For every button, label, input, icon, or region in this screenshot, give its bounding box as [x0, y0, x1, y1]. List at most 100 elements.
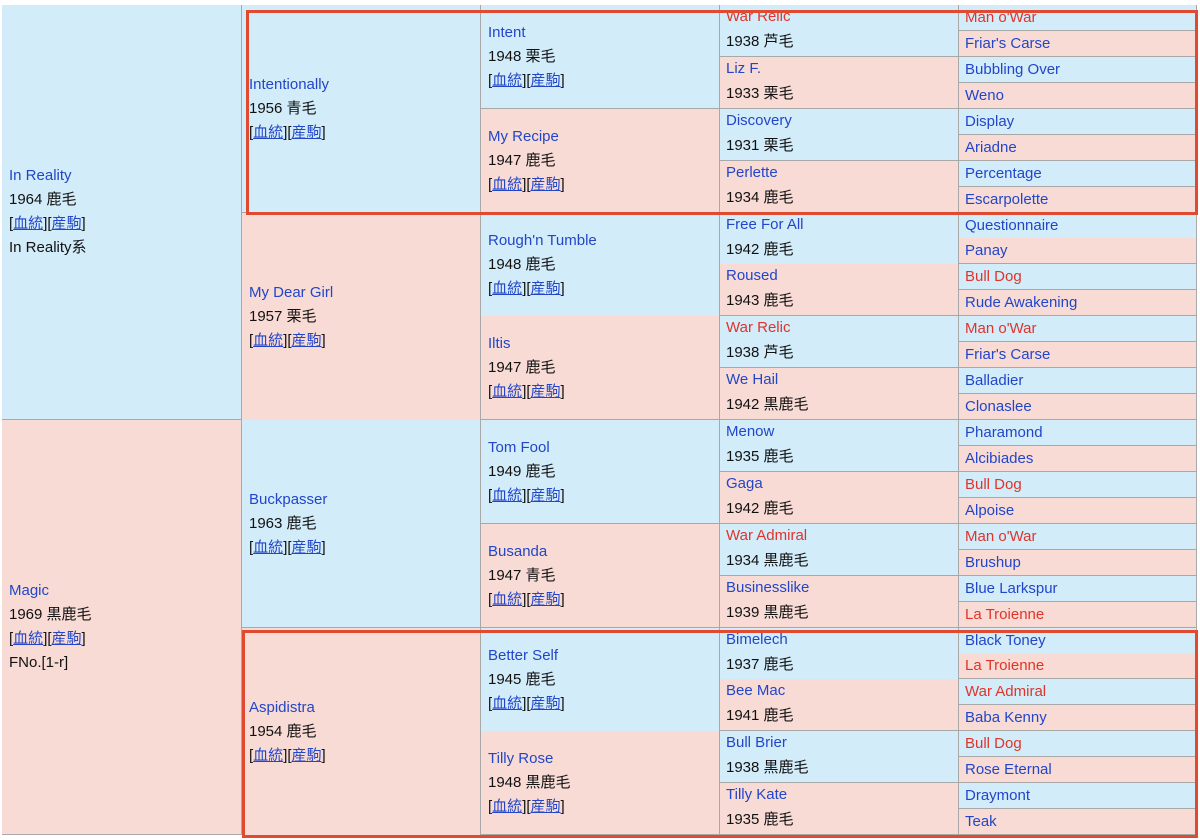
horse-name-link[interactable]: Man o'War	[965, 528, 1037, 545]
horse-name-link[interactable]: War Relic	[726, 319, 791, 336]
bracket: ][	[522, 175, 531, 193]
horse-name-link[interactable]: Rose Eternal	[965, 761, 1052, 778]
horse-name-link[interactable]: Man o'War	[965, 320, 1037, 337]
pedigree-link[interactable]: 血統	[253, 746, 284, 764]
offspring-link[interactable]: 産駒	[530, 590, 561, 608]
horse-name-link[interactable]: Ariadne	[965, 139, 1017, 156]
horse-name-link[interactable]: Bubbling Over	[965, 61, 1061, 78]
horse-name-link[interactable]: Menow	[726, 423, 775, 440]
horse-name-link[interactable]: Escarpolette	[965, 191, 1049, 208]
pedigree-link[interactable]: 血統	[13, 215, 44, 232]
horse-name-link[interactable]: We Hail	[726, 371, 779, 388]
horse-name-link[interactable]: In Reality	[9, 167, 72, 184]
horse-name-link[interactable]: Roused	[726, 267, 778, 284]
horse-name-link[interactable]: Baba Kenny	[965, 709, 1047, 726]
horse-name-link[interactable]: Weno	[965, 87, 1004, 104]
bracket: ]	[321, 123, 326, 141]
horse-name-link[interactable]: Alpoise	[965, 502, 1015, 519]
pedigree-cell-g3: Rough'n Tumble 1948 鹿毛 [血統][産駒]	[481, 213, 720, 317]
horse-name-link[interactable]: My Dear Girl	[249, 283, 334, 301]
horse-name-link[interactable]: Blue Larkspur	[965, 580, 1058, 597]
horse-name-link[interactable]: Percentage	[965, 165, 1042, 182]
bracket: ][	[522, 590, 531, 608]
horse-name-link[interactable]: Tom Fool	[488, 438, 550, 456]
horse-name-link[interactable]: Clonaslee	[965, 398, 1032, 415]
horse-name-link[interactable]: Teak	[965, 813, 997, 830]
horse-name-link[interactable]: Aspidistra	[249, 698, 315, 716]
pedigree-link[interactable]: 血統	[253, 538, 284, 556]
horse-name-link[interactable]: Perlette	[726, 164, 778, 181]
pedigree-link[interactable]: 血統	[492, 175, 523, 193]
horse-name-link[interactable]: Rough'n Tumble	[488, 231, 597, 249]
horse-name-link[interactable]: Gaga	[726, 475, 763, 492]
horse-name-link[interactable]: Iltis	[488, 334, 511, 352]
horse-name-link[interactable]: Bull Dog	[965, 268, 1022, 285]
offspring-link[interactable]: 産駒	[530, 71, 561, 89]
pedigree-link[interactable]: 血統	[492, 797, 523, 815]
horse-name-link[interactable]: Intentionally	[249, 75, 330, 93]
offspring-link[interactable]: 産駒	[530, 486, 561, 504]
pedigree-link[interactable]: 血統	[492, 694, 523, 712]
horse-name-link[interactable]: Bull Dog	[965, 735, 1022, 752]
horse-name-link[interactable]: Friar's Carse	[965, 35, 1051, 52]
horse-birth-color: 1935 鹿毛	[726, 448, 794, 465]
horse-name-link[interactable]: War Relic	[726, 8, 791, 25]
horse-name-link[interactable]: Bull Dog	[965, 476, 1022, 493]
pedigree-link[interactable]: 血統	[492, 486, 523, 504]
horse-name-link[interactable]: La Troienne	[965, 606, 1045, 623]
horse-name-link[interactable]: Magic	[9, 582, 50, 599]
pedigree-link[interactable]: 血統	[492, 71, 523, 89]
horse-name-link[interactable]: Man o'War	[965, 9, 1037, 26]
pedigree-link[interactable]: 血統	[492, 382, 523, 400]
horse-name-link[interactable]: Pharamond	[965, 424, 1043, 441]
horse-name-link[interactable]: War Admiral	[965, 683, 1047, 700]
horse-name-link[interactable]: Businesslike	[726, 579, 810, 596]
offspring-link[interactable]: 産駒	[530, 797, 561, 815]
horse-name-link[interactable]: Buckpasser	[249, 490, 328, 508]
horse-name-link[interactable]: Bimelech	[726, 631, 788, 648]
horse-name-link[interactable]: Bee Mac	[726, 682, 786, 699]
horse-name-link[interactable]: Balladier	[965, 372, 1024, 389]
horse-name-link[interactable]: Tilly Kate	[726, 786, 788, 803]
offspring-link[interactable]: 産駒	[51, 215, 82, 232]
horse-name-link[interactable]: Intent	[488, 23, 526, 41]
horse-name-link[interactable]: Display	[965, 113, 1015, 130]
horse-name-link[interactable]: Tilly Rose	[488, 749, 554, 767]
pedigree-link[interactable]: 血統	[492, 590, 523, 608]
pedigree-link[interactable]: 血統	[13, 630, 44, 647]
pedigree-cell-g4: Roused 1943 鹿毛	[720, 264, 959, 316]
horse-name-link[interactable]: Friar's Carse	[965, 346, 1051, 363]
offspring-link[interactable]: 産駒	[291, 123, 322, 141]
horse-name-link[interactable]: Rude Awakening	[965, 294, 1078, 311]
pedigree-cell-g4: Bee Mac 1941 鹿毛	[720, 679, 959, 731]
pedigree-link[interactable]: 血統	[253, 123, 284, 141]
horse-birth-color: 1942 鹿毛	[726, 500, 794, 517]
offspring-link[interactable]: 産駒	[530, 382, 561, 400]
bracket: [	[9, 630, 14, 647]
offspring-link[interactable]: 産駒	[530, 175, 561, 193]
horse-name-link[interactable]: La Troienne	[965, 657, 1045, 674]
horse-name-link[interactable]: Bull Brier	[726, 734, 787, 751]
horse-name-link[interactable]: War Admiral	[726, 527, 808, 544]
horse-name-link[interactable]: Free For All	[726, 216, 804, 233]
horse-name-link[interactable]: Alcibiades	[965, 450, 1034, 467]
pedigree-link[interactable]: 血統	[253, 331, 284, 349]
horse-name-link[interactable]: Busanda	[488, 542, 548, 560]
offspring-link[interactable]: 産駒	[530, 279, 561, 297]
offspring-link[interactable]: 産駒	[291, 331, 322, 349]
offspring-link[interactable]: 産駒	[51, 630, 82, 647]
horse-name-link[interactable]: Discovery	[726, 112, 792, 129]
offspring-link[interactable]: 産駒	[291, 746, 322, 764]
offspring-link[interactable]: 産駒	[291, 538, 322, 556]
horse-name-link[interactable]: Questionnaire	[965, 217, 1059, 234]
horse-name-link[interactable]: Draymont	[965, 787, 1031, 804]
horse-name-link[interactable]: Brushup	[965, 554, 1021, 571]
horse-name-link[interactable]: Black Toney	[965, 632, 1046, 649]
horse-name-link[interactable]: Panay	[965, 242, 1008, 259]
pedigree-link[interactable]: 血統	[492, 279, 523, 297]
horse-name-link[interactable]: Liz F.	[726, 60, 762, 77]
offspring-link[interactable]: 産駒	[530, 694, 561, 712]
horse-name-link[interactable]: My Recipe	[488, 127, 559, 145]
bracket: ][	[522, 382, 531, 400]
horse-name-link[interactable]: Better Self	[488, 646, 559, 664]
